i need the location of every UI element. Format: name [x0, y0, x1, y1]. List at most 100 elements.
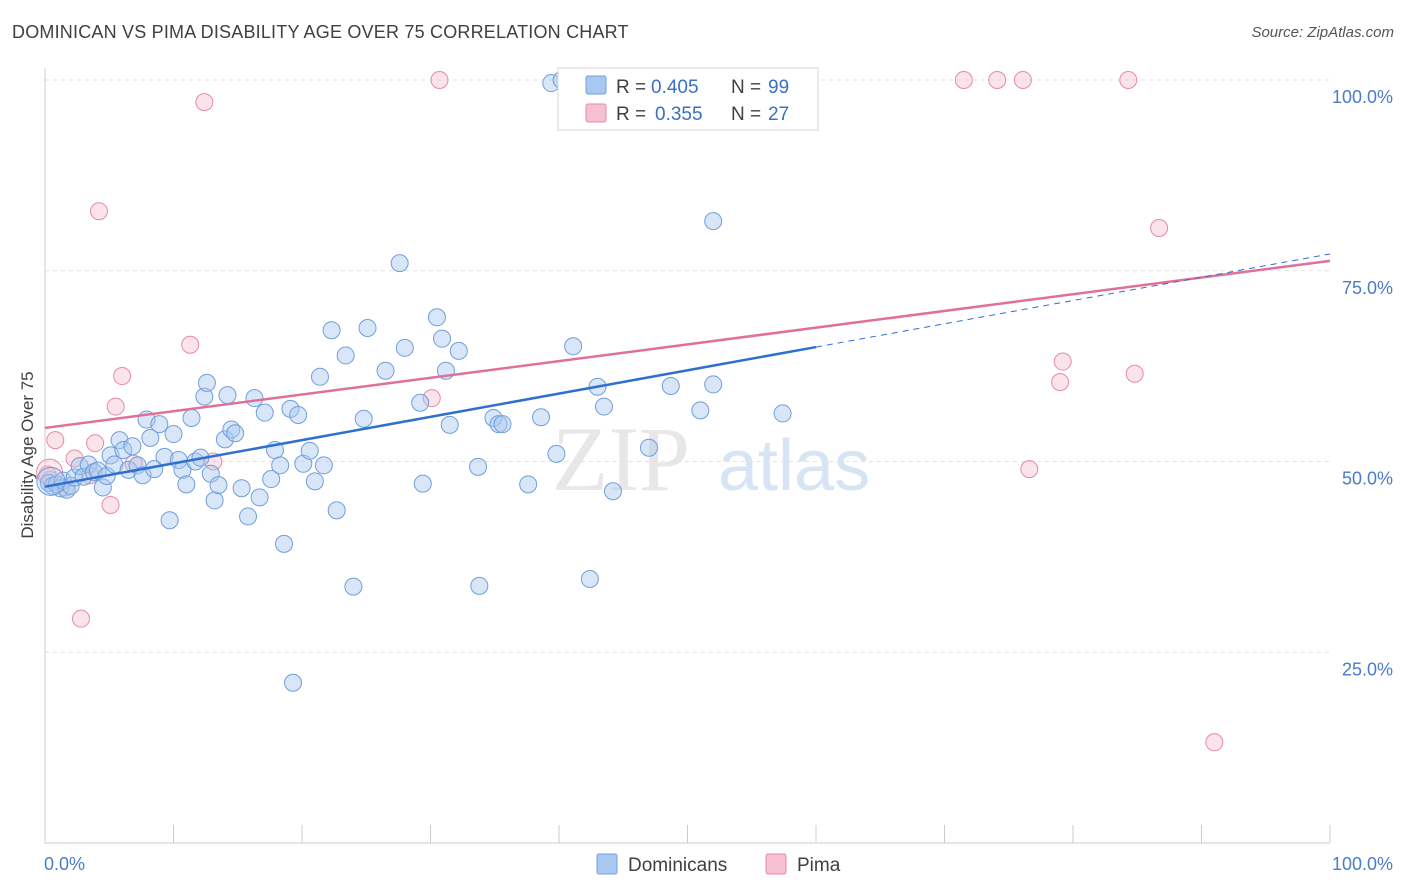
legend-r-label: R = — [616, 104, 646, 125]
pima-point — [1119, 71, 1138, 89]
dominican-point — [594, 397, 613, 416]
dominican-point — [493, 415, 512, 434]
dominican-point — [195, 387, 214, 406]
bottom-legend-pima: Pima — [797, 855, 841, 876]
dominican-point — [390, 254, 409, 273]
dominican-point — [661, 376, 680, 395]
dominican-point — [160, 511, 179, 530]
legend-swatch-pima — [585, 103, 607, 123]
legend-n-label: N = — [731, 104, 761, 125]
dominican-point — [469, 457, 488, 476]
dominican-point — [449, 341, 468, 360]
dominican-point — [564, 337, 583, 356]
dominican-point — [141, 428, 160, 447]
dominican-point — [164, 425, 183, 444]
legend-r-value: 0.405 — [651, 77, 699, 98]
dominican-point — [218, 386, 237, 405]
x-tick-label: 0.0% — [44, 854, 85, 874]
y-tick-label: 100.0% — [1332, 87, 1393, 107]
dominican-point — [413, 474, 432, 493]
dominican-point — [411, 393, 430, 412]
dominican-point — [232, 479, 251, 498]
pima-point — [195, 93, 214, 112]
legend: R = 0.405 N = 99 R = 0.355 N = 27 — [557, 67, 819, 131]
dominican-point — [215, 430, 234, 449]
dominican-point — [547, 444, 566, 463]
pima-point — [422, 389, 441, 408]
x-tick-label: 100.0% — [1332, 854, 1393, 874]
dominican-point — [123, 437, 142, 456]
legend-n-value: 99 — [768, 77, 789, 98]
pima-point — [1020, 460, 1039, 479]
dominican-point — [704, 375, 723, 394]
dominican-point — [327, 501, 346, 520]
dominican-point — [322, 321, 341, 340]
dominican-point — [262, 470, 281, 489]
dominican-points — [36, 71, 792, 692]
pima-point — [1205, 733, 1224, 752]
dominican-point — [114, 441, 133, 460]
dominican-point — [314, 456, 333, 475]
dominican-point — [305, 472, 324, 491]
pima-trend-line — [44, 259, 1331, 430]
bottom-legend: Dominicans Pima — [596, 853, 841, 876]
dominican-point — [300, 441, 319, 460]
dominican-point — [271, 456, 290, 475]
dominican-point — [470, 576, 489, 595]
pima-point — [181, 335, 200, 354]
dominican-point — [205, 491, 224, 510]
dominican-point — [150, 415, 169, 434]
dominican-point — [289, 405, 308, 424]
dominican-point — [427, 308, 446, 327]
dominican-point — [36, 466, 66, 496]
y-tick-labels: 25.0% 50.0% 75.0% 100.0% — [1332, 87, 1393, 679]
bottom-legend-dominicans: Dominicans — [628, 855, 727, 876]
dominican-point — [310, 367, 329, 386]
dominican-point — [440, 415, 459, 434]
pima-point — [46, 431, 65, 450]
y-tick-label: 50.0% — [1342, 469, 1393, 489]
pima-point — [1125, 364, 1144, 383]
dominican-point — [580, 570, 599, 589]
dominican-point — [209, 476, 228, 495]
dominican-point — [344, 577, 363, 596]
pima-point — [101, 495, 120, 514]
legend-r-label: R = — [616, 77, 646, 98]
dominican-trend-line — [44, 345, 817, 488]
dominican-trend-extension — [815, 253, 1331, 348]
dominican-point — [519, 475, 538, 494]
dominican-point — [250, 488, 269, 507]
pima-point — [1150, 219, 1169, 238]
chart-source: Source: ZipAtlas.com — [1251, 24, 1394, 41]
dominican-point — [336, 346, 355, 365]
pima-point — [71, 609, 90, 628]
dominican-point — [603, 482, 622, 501]
dominican-point — [773, 404, 792, 423]
dominican-point — [226, 424, 245, 443]
dominican-point — [275, 534, 294, 553]
pima-point — [1051, 373, 1070, 392]
dominican-point — [433, 329, 452, 348]
dominican-point — [532, 408, 551, 427]
legend-n-label: N = — [731, 77, 761, 98]
legend-r-value: 0.355 — [655, 104, 703, 125]
bottom-legend-swatch-dominicans — [596, 853, 618, 875]
dominican-point — [354, 409, 373, 428]
y-tick-label: 25.0% — [1342, 659, 1393, 679]
legend-swatch-dominicans — [585, 75, 607, 95]
pima-point — [430, 71, 449, 89]
dominican-point — [182, 409, 201, 428]
chart-title: DOMINICAN VS PIMA DISABILITY AGE OVER 75… — [12, 22, 629, 42]
axes — [44, 68, 1331, 844]
y-tick-label: 75.0% — [1342, 278, 1393, 298]
dominican-point — [284, 673, 303, 692]
dominican-point — [358, 318, 377, 337]
pima-point — [988, 71, 1007, 89]
dominican-point — [691, 401, 710, 420]
pima-point — [89, 202, 108, 221]
pima-point — [106, 397, 125, 416]
trend-lines — [44, 253, 1331, 488]
dominican-point — [239, 507, 258, 526]
legend-n-value: 27 — [768, 104, 789, 125]
